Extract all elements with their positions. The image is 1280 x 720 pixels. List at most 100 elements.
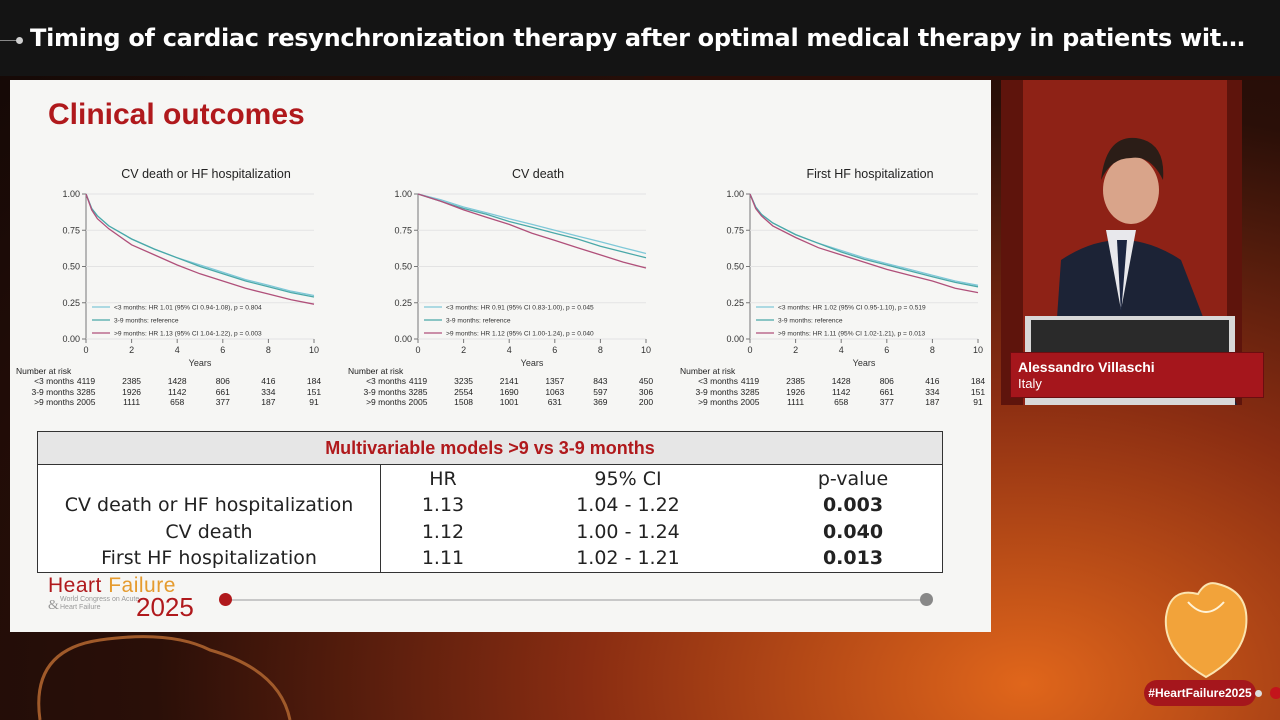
heart-logo-icon [1164, 582, 1248, 679]
risk-count: 658 [170, 397, 185, 407]
risk-count: 1690 [499, 386, 519, 397]
y-tick-label: 1.00 [726, 189, 744, 199]
risk-count: 4119 [408, 376, 428, 386]
y-tick-label: 1.00 [394, 189, 412, 199]
risk-count: 658 [834, 397, 849, 407]
x-axis-label: Years [853, 358, 876, 368]
risk-count: 2385 [786, 376, 806, 386]
presentation-slide: Clinical outcomes CV death or HF hospita… [10, 80, 991, 632]
risk-count: 334 [261, 386, 276, 397]
x-tick-label: 10 [973, 345, 983, 355]
risk-count: 597 [593, 386, 608, 397]
risk-count: 3285 [740, 386, 760, 397]
slide-progress-track [225, 599, 928, 601]
risk-count: 91 [309, 397, 319, 407]
x-tick-label: 2 [793, 345, 798, 355]
column-header-ci: 95% CI [594, 468, 662, 490]
table-row-hr: 1.11 [421, 547, 465, 569]
risk-count: 806 [879, 376, 894, 386]
title-bar: Timing of cardiac resynchronization ther… [0, 0, 1280, 76]
chart-plot: 0.00 0.25 0.50 0.75 1.00 0 2 4 6 8 10 Years <3 month… [726, 189, 983, 368]
series-line [749, 193, 979, 294]
progress-end-dot-icon [920, 593, 933, 606]
legend-label: 3-9 months: reference [778, 318, 843, 325]
risk-row: <3 months 4119 2385 1428 806 416 184 [674, 376, 994, 386]
logo-ampersand: & [48, 598, 59, 613]
risk-count: 1001 [499, 397, 519, 407]
x-tick-label: 0 [415, 345, 420, 355]
table-row-outcome: First HF hospitalization [101, 547, 317, 569]
table-row-ci: 1.00 - 1.24 [576, 521, 680, 543]
legend-label: <3 months: HR 1.01 (95% CI 0.94-1.08), p… [114, 305, 262, 312]
risk-row: 3-9 months 3285 1926 1142 661 334 151 [10, 387, 330, 397]
table-divider [380, 465, 381, 572]
progress-start-dot-icon [219, 593, 232, 606]
table-row-p: 0.040 [822, 521, 884, 543]
x-tick-label: 0 [747, 345, 752, 355]
speaker-lower-third: Alessandro Villaschi Italy [1010, 352, 1264, 398]
session-title: Timing of cardiac resynchronization ther… [30, 24, 1260, 52]
risk-count: 3285 [76, 386, 96, 397]
risk-count: 151 [306, 386, 322, 397]
risk-row: >9 months 2005 1508 1001 631 369 200 [342, 397, 662, 407]
x-tick-label: 10 [641, 345, 651, 355]
risk-count: 2005 [76, 397, 96, 407]
risk-row: 3-9 months 3285 1926 1142 661 334 151 [674, 387, 994, 397]
risk-count: 1428 [831, 376, 851, 386]
title-underline [644, 76, 1280, 80]
risk-count: 200 [638, 397, 654, 407]
heart-outline-decoration-icon [37, 635, 292, 720]
risk-header: Number at risk [16, 366, 72, 376]
km-chart-cv-death: CV death 0.00 0.25 0.50 0.75 1.00 0 2 4 6 8 10 Year… [378, 162, 698, 412]
risk-count: 2141 [499, 376, 519, 386]
risk-group-label: >9 months [366, 397, 406, 407]
risk-count: 377 [879, 397, 894, 407]
risk-count: 806 [215, 376, 230, 386]
slide-heading: Clinical outcomes [48, 98, 305, 131]
legend-label: <3 months: HR 0.91 (95% CI 0.83-1.00), p… [446, 305, 594, 312]
legend-label: >9 months: HR 1.13 (95% CI 1.04-1.22), p… [114, 331, 262, 338]
risk-group-label: <3 months [34, 376, 74, 386]
x-tick-label: 10 [309, 345, 319, 355]
series-line [417, 193, 647, 255]
risk-count: 4119 [740, 376, 760, 386]
risk-count: 1063 [545, 386, 565, 397]
risk-group-label: >9 months [34, 397, 74, 407]
risk-count: 184 [970, 376, 986, 386]
multivariable-table: Multivariable models >9 vs 3-9 months HR… [37, 431, 943, 573]
x-tick-label: 6 [220, 345, 225, 355]
y-tick-label: 0.75 [394, 225, 412, 235]
table-title: Multivariable models >9 vs 3-9 months [38, 432, 942, 465]
y-tick-label: 0.25 [726, 298, 744, 308]
risk-count: 843 [593, 376, 608, 386]
risk-count: 151 [970, 386, 986, 397]
risk-group-label: 3-9 months [31, 386, 74, 397]
x-tick-label: 8 [930, 345, 935, 355]
x-tick-label: 8 [598, 345, 603, 355]
x-tick-label: 6 [552, 345, 557, 355]
y-tick-label: 0.50 [62, 262, 80, 272]
legend-label: <3 months: HR 1.02 (95% CI 0.95-1.10), p… [778, 305, 926, 312]
risk-count: 450 [638, 376, 654, 386]
x-tick-label: 6 [884, 345, 889, 355]
risk-count: 2385 [122, 376, 142, 386]
x-tick-label: 2 [461, 345, 466, 355]
table-row-outcome: CV death or HF hospitalization [64, 494, 354, 516]
risk-group-label: 3-9 months [363, 386, 406, 397]
y-tick-label: 0.75 [726, 225, 744, 235]
risk-group-label: <3 months [366, 376, 406, 386]
x-tick-label: 2 [129, 345, 134, 355]
logo-wordmark: Heart Failure [48, 574, 176, 597]
risk-count: 91 [973, 397, 983, 407]
table-row-p: 0.003 [822, 494, 884, 516]
risk-count: 1508 [454, 397, 474, 407]
table-row-hr: 1.12 [421, 521, 465, 543]
x-tick-label: 0 [83, 345, 88, 355]
risk-row: <3 months 4119 3235 2141 1357 843 450 [342, 376, 662, 386]
event-hashtag: #HeartFailure2025 [1144, 680, 1256, 706]
risk-row: >9 months 2005 1111 658 377 187 91 [10, 397, 330, 407]
x-axis-label: Years [189, 358, 212, 368]
risk-group-label: 3-9 months [695, 386, 738, 397]
record-dot-icon [1270, 687, 1280, 699]
x-tick-label: 8 [266, 345, 271, 355]
